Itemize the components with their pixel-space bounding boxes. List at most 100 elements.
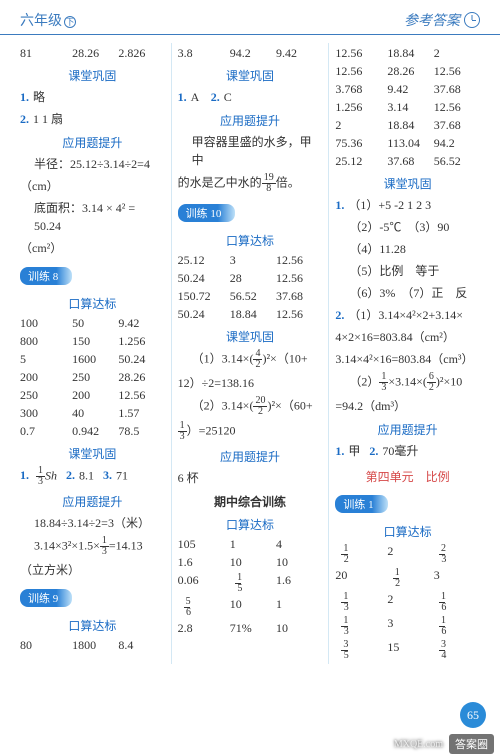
cell: 15 — [230, 573, 276, 594]
answer-line: 1.甲 2.70毫升 — [335, 442, 480, 460]
table-row: 25.1237.6856.52 — [335, 154, 480, 169]
cell: 50.24 — [118, 352, 164, 367]
cell: 13 — [335, 592, 387, 613]
fraction: 62 — [427, 372, 436, 393]
q-num: 3. — [103, 468, 112, 482]
cell: 28.26 — [118, 370, 164, 385]
table-row: 3.8 94.2 9.42 — [178, 46, 323, 61]
denominator: 3 — [100, 547, 109, 557]
text-line: 底面积：3.14 × 4² = 50.24 — [20, 199, 165, 235]
fraction: 34 — [434, 640, 451, 661]
text: 甲 — [348, 444, 360, 458]
cell: 15 — [387, 640, 433, 661]
cell: 0.7 — [20, 424, 72, 439]
cell: 3 — [387, 616, 433, 637]
grade-label: 六年级下 — [20, 10, 76, 30]
cell: 34 — [434, 640, 480, 661]
text: C — [224, 90, 232, 104]
text-line: 的水是乙中水的198倍。 — [178, 173, 323, 194]
cell: 200 — [72, 388, 118, 403]
table-row: 100509.42 — [20, 316, 165, 331]
cell: 113.04 — [387, 136, 433, 151]
text-line: （2）13×3.14×(62)²×10 — [335, 372, 480, 393]
fraction: 13 — [335, 616, 354, 637]
table-row: 1.2563.1412.56 — [335, 100, 480, 115]
watermark-badge: 答案圈 — [449, 734, 494, 754]
cell: 100 — [20, 316, 72, 331]
semester-badge: 下 — [64, 16, 76, 28]
cell: 94.2 — [230, 46, 276, 61]
cell: 75.36 — [335, 136, 387, 151]
fraction: 198 — [262, 173, 276, 194]
cell: 12.56 — [335, 46, 387, 61]
text: （2）3.14× — [192, 398, 250, 412]
cell: 56 — [178, 597, 230, 618]
text-line: 12）÷2=138.16 — [178, 374, 323, 392]
text: ²×10 — [440, 374, 462, 388]
fraction: 23 — [434, 544, 451, 565]
table-row: 8001501.256 — [20, 334, 165, 349]
cell: 250 — [72, 370, 118, 385]
cell: 1 — [276, 597, 322, 618]
table-row: 13216 — [335, 592, 480, 613]
section-title: 课堂巩固 — [20, 67, 165, 84]
training-badge: 训练 10 — [178, 204, 236, 222]
cell: 37.68 — [434, 118, 480, 133]
watermark-bar: MXQE.com 答案圈 — [0, 732, 500, 756]
fraction: 42 — [253, 349, 262, 370]
table-row: 300401.57 — [20, 406, 165, 421]
q-num: 1. — [178, 90, 187, 104]
cell: 10 — [230, 597, 276, 618]
table-row: 10514 — [178, 537, 323, 552]
cell: 80 — [20, 638, 72, 653]
table-row: 25020012.56 — [20, 388, 165, 403]
text: 的水是乙中水的 — [178, 175, 262, 189]
cell: 3.14 — [387, 100, 433, 115]
q-num: 1. — [20, 90, 29, 104]
cell: 9.42 — [118, 316, 164, 331]
text-line: （1）3.14×(42)²×（10+ — [178, 349, 323, 370]
section-title: 口算达标 — [178, 232, 323, 249]
training-badge: 训练 1 — [335, 495, 387, 513]
table-row: 81 28.26 2.826 — [20, 46, 165, 61]
section-title: 课堂巩固 — [335, 175, 480, 192]
text: 倍。 — [276, 175, 300, 189]
text: ×3.14× — [388, 374, 423, 388]
table-row: 20025028.26 — [20, 370, 165, 385]
table-row: 25.12312.56 — [178, 253, 323, 268]
cell: 150.72 — [178, 289, 230, 304]
cell: 0.942 — [72, 424, 118, 439]
answer-line: 2.（1）3.14×4²×2+3.14× — [335, 306, 480, 324]
text-line: （2）-5℃ （3）90 — [335, 218, 480, 236]
cell: 18.84 — [230, 307, 276, 322]
cell: 78.5 — [118, 424, 164, 439]
cell: 200 — [20, 370, 72, 385]
cell: 40 — [72, 406, 118, 421]
fraction: 13 — [178, 421, 187, 442]
data-grid: 105141.610100.06151.6561012.871%10 — [178, 537, 323, 636]
cell: 3.8 — [178, 46, 230, 61]
header-right: 参考答案 — [404, 10, 480, 30]
section-title: 口算达标 — [20, 295, 165, 312]
q-num: 1. — [20, 468, 29, 482]
answer-line: 1. 13Sh 2.8.1 3.71 — [20, 466, 165, 487]
cell: 71% — [230, 621, 276, 636]
text-line: 18.84÷3.14÷2=3（米） — [20, 514, 165, 532]
cell: 50 — [72, 316, 118, 331]
cell: 2.8 — [178, 621, 230, 636]
cell: 50.24 — [178, 271, 230, 286]
text: 70毫升 — [382, 444, 418, 458]
section-title: 应用题提升 — [20, 493, 165, 510]
fraction: 13 — [36, 466, 45, 487]
cell: 9.42 — [276, 46, 322, 61]
denominator: 3 — [36, 477, 45, 487]
section-title: 口算达标 — [335, 523, 480, 540]
cell: 10 — [230, 555, 276, 570]
cell: 1.6 — [178, 555, 230, 570]
fraction: 13 — [379, 372, 388, 393]
cell: 8.4 — [118, 638, 164, 653]
text-line: 3.14×4²×16=803.84（cm³） — [335, 350, 480, 368]
table-row: 50.2418.8412.56 — [178, 307, 323, 322]
training-badge: 训练 9 — [20, 589, 72, 607]
cell: 37.68 — [434, 82, 480, 97]
